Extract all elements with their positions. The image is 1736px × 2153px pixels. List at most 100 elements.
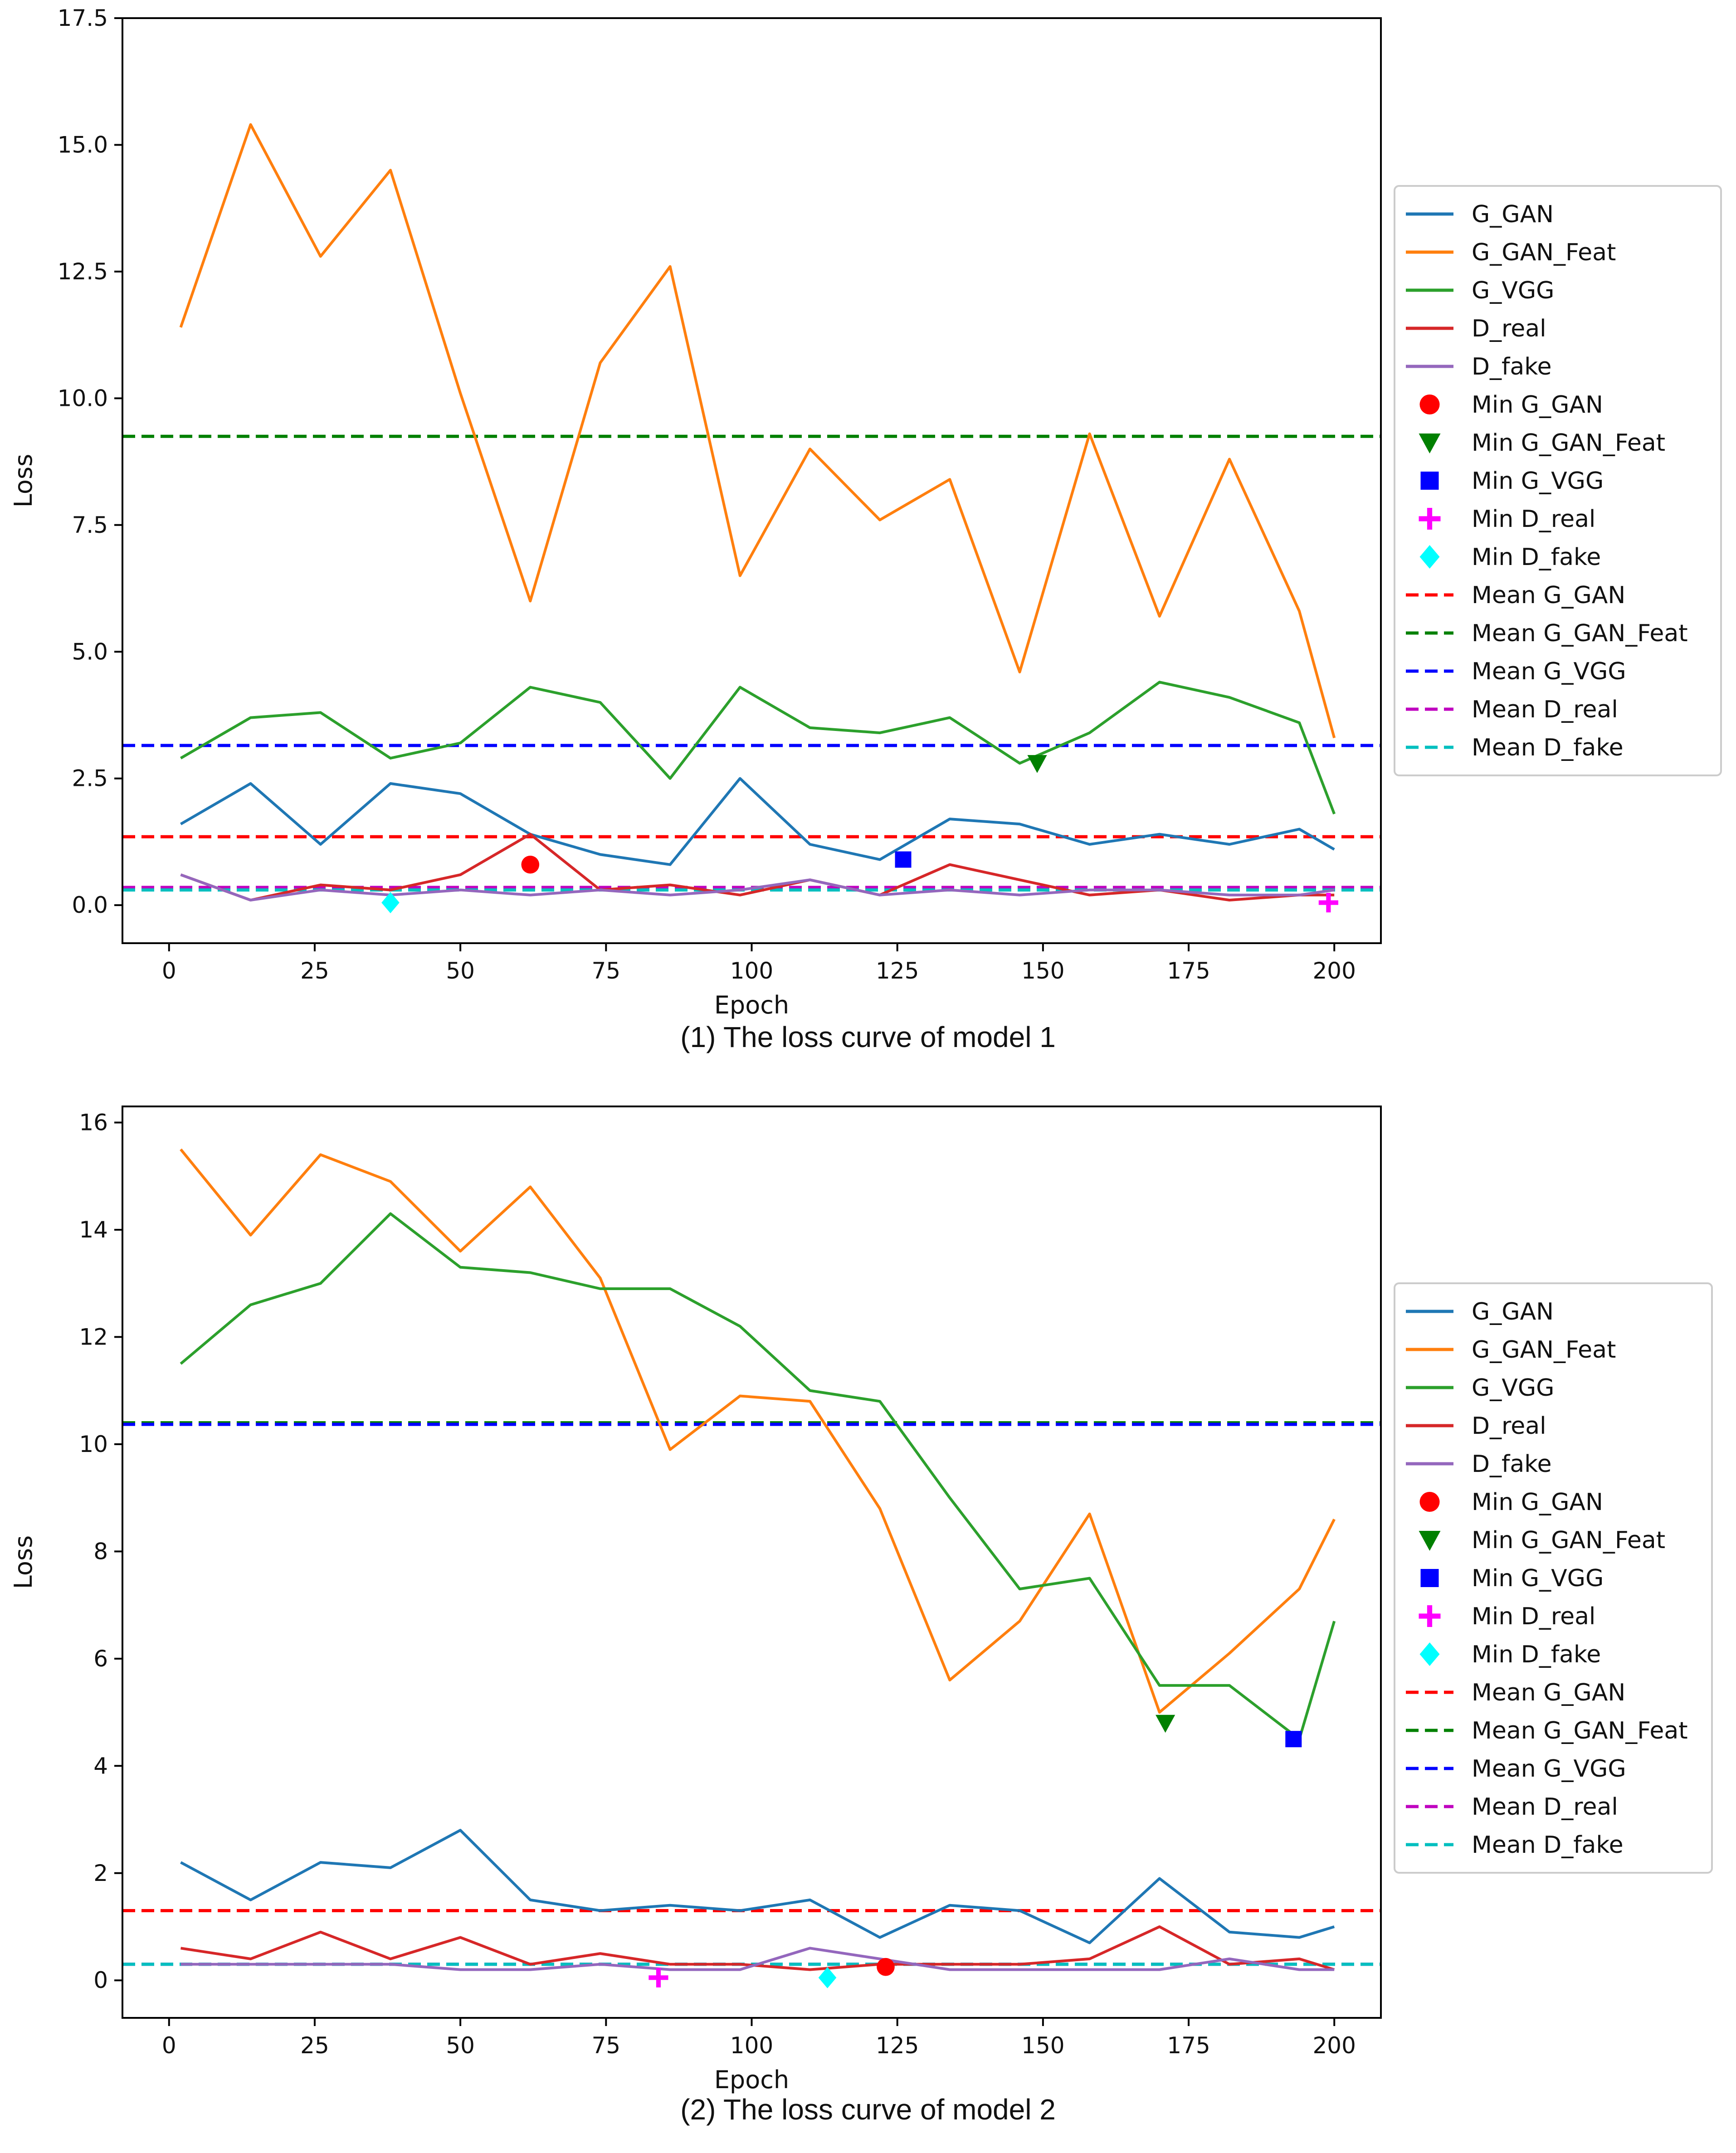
chart-2: 0 25 50 75 100 125 150 175 200 0 2 4 6 8 10 12 14 16 Epoch… xyxy=(9,1106,1713,2094)
y-tick-label: 16 xyxy=(79,1109,108,1135)
marker-min-d-fake xyxy=(818,1967,837,1988)
x-tick-label: 200 xyxy=(1313,958,1356,984)
series-line-g-gan xyxy=(180,777,1335,866)
x-tick-label: 200 xyxy=(1313,2032,1356,2059)
x-tick-label: 175 xyxy=(1167,2032,1210,2059)
legend-mean-g-gan-feat-label: Mean G_GAN_Feat xyxy=(1472,1717,1688,1744)
legend-min-d-real-swatch xyxy=(1419,508,1441,530)
legend-d-fake-label: D_fake xyxy=(1472,353,1551,380)
series-line-g-gan-feat xyxy=(179,123,1336,739)
legend-d-real-label: D_real xyxy=(1472,315,1546,342)
y-tick-label: 12 xyxy=(79,1324,108,1350)
legend-mean-g-vgg-label: Mean G_VGG xyxy=(1472,1755,1626,1783)
y-tick-label: 17.5 xyxy=(58,5,108,31)
marker-min-g-gan xyxy=(521,855,540,874)
legend-min-g-gan-swatch xyxy=(1419,395,1440,414)
x-tick-label: 75 xyxy=(592,958,621,984)
legend-g-gan-feat-label: G_GAN_Feat xyxy=(1472,1336,1616,1364)
legend-min-g-vgg-swatch xyxy=(1420,1569,1439,1587)
legend-min-g-gan-label: Min G_GAN xyxy=(1472,391,1603,419)
legend: G_GAN G_GAN_Feat G_VGG D_real D_fake Min G_GA… xyxy=(1394,185,1722,776)
legend-min-g-gan-swatch xyxy=(1419,1492,1440,1512)
x-tick-label: 150 xyxy=(1021,2032,1064,2059)
marker-min-d-fake xyxy=(381,892,400,913)
y-tick-label: 0 xyxy=(93,1967,108,1993)
series-line-g-gan-feat xyxy=(180,1148,1336,1714)
marker-min-g-vgg xyxy=(1285,1731,1302,1748)
y-tick-label: 2.5 xyxy=(72,765,108,792)
legend-g-gan-label: G_GAN xyxy=(1472,1298,1554,1325)
legend-mean-g-gan-label: Mean G_GAN xyxy=(1472,582,1625,609)
legend-mean-d-fake-label: Mean D_fake xyxy=(1472,1832,1624,1859)
legend-min-g-vgg-label: Min G_VGG xyxy=(1472,468,1604,495)
legend-mean-d-real-label: Mean D_real xyxy=(1472,1793,1618,1821)
marker-min-g-gan-feat xyxy=(1027,755,1047,773)
legend-mean-d-fake-label: Mean D_fake xyxy=(1472,734,1624,761)
y-tick-label: 7.5 xyxy=(72,512,108,538)
plot-area xyxy=(122,1106,1381,2018)
legend-mean-g-gan-label: Mean G_GAN xyxy=(1472,1679,1625,1706)
x-tick-label: 150 xyxy=(1021,958,1064,984)
chart-1: 0 25 50 75 100 125 150 175 200 0.0 2.5 5.0 7.5 10.0 12… xyxy=(9,5,1722,1019)
x-tick-label: 125 xyxy=(876,2032,919,2059)
legend-min-g-gan-feat-label: Min G_GAN_Feat xyxy=(1472,1527,1665,1554)
marker-min-g-gan-feat xyxy=(1156,1715,1175,1733)
x-tick-label: 125 xyxy=(876,958,919,984)
x-tick-label: 175 xyxy=(1167,958,1210,984)
y-tick-label: 10.0 xyxy=(58,385,108,411)
x-tick-label: 100 xyxy=(730,2032,773,2059)
y-tick-label: 10 xyxy=(79,1431,108,1457)
y-axis-label: Loss xyxy=(9,1535,38,1589)
legend-min-d-fake-label: Min D_fake xyxy=(1472,544,1601,571)
y-tick-label: 8 xyxy=(93,1538,108,1564)
y-tick-label: 6 xyxy=(93,1646,108,1672)
series-line-d-fake xyxy=(180,873,1335,901)
y-tick-label: 14 xyxy=(79,1217,108,1243)
y-tick-label: 5.0 xyxy=(72,638,108,665)
x-tick-label: 75 xyxy=(592,2032,621,2059)
series-line-d-real xyxy=(180,1925,1335,1971)
legend-min-d-fake-swatch xyxy=(1419,545,1440,569)
series-line-g-vgg xyxy=(180,1212,1336,1741)
legend-d-real-label: D_real xyxy=(1472,1413,1546,1440)
x-tick-label: 25 xyxy=(300,2032,329,2059)
y-tick-label: 12.5 xyxy=(58,258,108,285)
legend-mean-g-gan-feat-label: Mean G_GAN_Feat xyxy=(1472,620,1688,647)
x-tick-label: 25 xyxy=(300,958,329,984)
plot-area xyxy=(122,18,1381,943)
legend-min-d-real-label: Min D_real xyxy=(1472,506,1595,533)
legend-mean-g-vgg-label: Mean G_VGG xyxy=(1472,658,1626,685)
legend-min-g-vgg-label: Min G_VGG xyxy=(1472,1565,1604,1592)
legend-min-g-gan-feat-swatch xyxy=(1419,1531,1441,1551)
legend-box xyxy=(1394,185,1722,776)
y-axis-label: Loss xyxy=(9,454,38,507)
chart-2-caption: (2) The loss curve of model 2 xyxy=(680,2093,1056,2126)
chart-1-caption: (1) The loss curve of model 1 xyxy=(680,1021,1056,1053)
legend-d-fake-label: D_fake xyxy=(1472,1451,1551,1478)
y-tick-label: 15.0 xyxy=(58,132,108,158)
marker-min-d-real xyxy=(1318,892,1338,913)
legend-min-d-real-label: Min D_real xyxy=(1472,1603,1595,1630)
series-line-d-fake xyxy=(180,1947,1335,1971)
legend-g-gan-label: G_GAN xyxy=(1472,201,1554,228)
legend-g-vgg-label: G_VGG xyxy=(1472,1374,1554,1402)
legend-min-d-fake-swatch xyxy=(1419,1642,1440,1666)
x-axis-label: Epoch xyxy=(714,2065,789,2094)
legend: G_GAN G_GAN_Feat G_VGG D_real D_fake Min G_GA… xyxy=(1394,1282,1713,1874)
y-tick-label: 2 xyxy=(93,1860,108,1886)
x-tick-label: 50 xyxy=(446,958,475,984)
series-line-g-vgg xyxy=(180,681,1336,815)
y-tick-label: 4 xyxy=(93,1753,108,1779)
legend-min-g-gan-label: Min G_GAN xyxy=(1472,1489,1603,1516)
legend-min-g-gan-feat-swatch xyxy=(1419,434,1441,453)
x-tick-label: 50 xyxy=(446,2032,475,2059)
y-tick-label: 0.0 xyxy=(72,892,108,918)
legend-g-vgg-label: G_VGG xyxy=(1472,277,1554,304)
marker-min-g-gan xyxy=(877,1958,895,1976)
legend-g-gan-feat-label: G_GAN_Feat xyxy=(1472,239,1616,266)
legend-min-d-fake-label: Min D_fake xyxy=(1472,1641,1601,1668)
legend-mean-d-real-label: Mean D_real xyxy=(1472,696,1618,723)
legend-min-g-vgg-swatch xyxy=(1420,472,1439,490)
marker-min-d-real xyxy=(649,1968,668,1987)
